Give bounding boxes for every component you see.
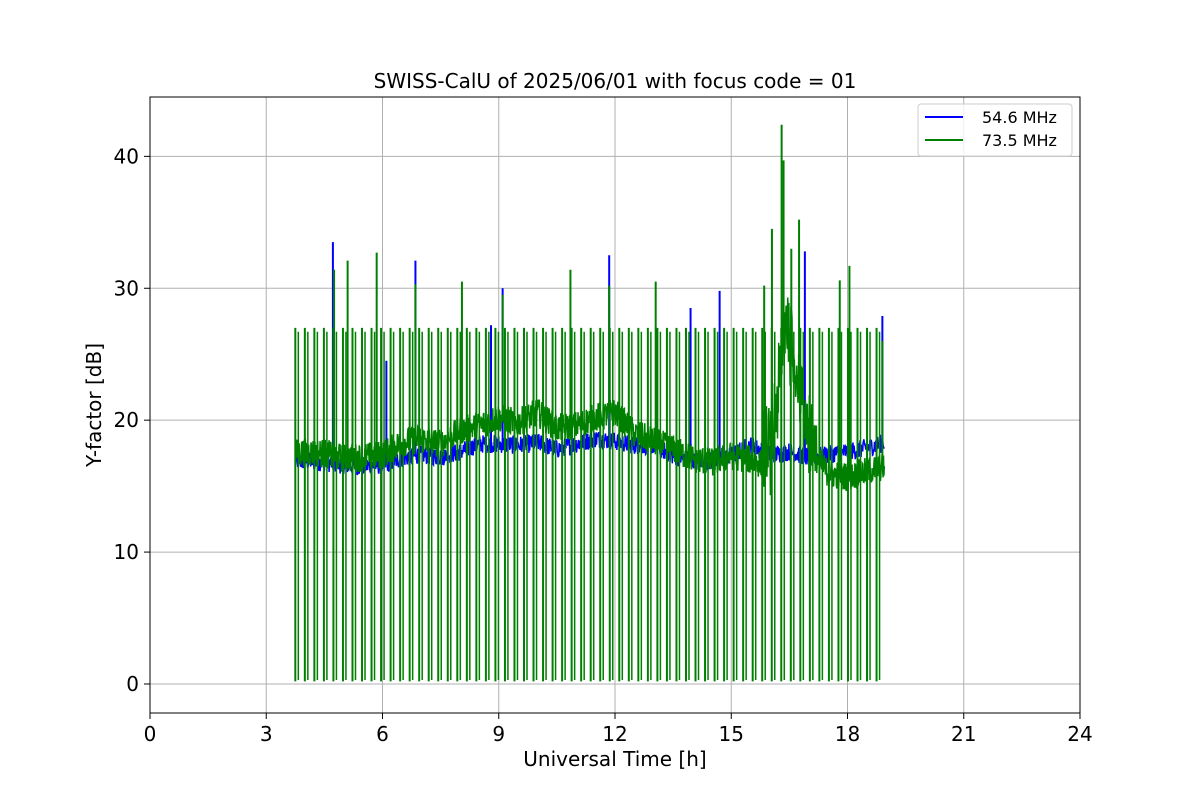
chart-title: SWISS-CalU of 2025/06/01 with focus code… xyxy=(374,69,857,93)
y-axis: 0 10 20 30 40 xyxy=(114,144,150,696)
x-tick-label: 18 xyxy=(835,722,860,746)
y-tick-label: 30 xyxy=(114,276,139,300)
y-tick-label: 20 xyxy=(114,408,139,432)
x-tick-label: 6 xyxy=(376,722,389,746)
x-tick-label: 12 xyxy=(602,722,627,746)
x-tick-label: 0 xyxy=(144,722,157,746)
y-axis-label: Y-factor [dB] xyxy=(82,343,106,468)
x-tick-label: 9 xyxy=(492,722,505,746)
y-tick-label: 10 xyxy=(114,540,139,564)
legend-label-73-5: 73.5 MHz xyxy=(982,131,1057,150)
x-axis: 0 3 6 9 12 15 18 21 24 xyxy=(144,713,1093,746)
x-tick-label: 21 xyxy=(951,722,976,746)
x-tick-label: 3 xyxy=(260,722,273,746)
y-tick-label: 40 xyxy=(114,144,139,168)
x-tick-label: 24 xyxy=(1067,722,1092,746)
legend: 54.6 MHz 73.5 MHz xyxy=(917,103,1073,157)
series-73-5---- xyxy=(294,124,886,682)
y-tick-label: 0 xyxy=(126,672,139,696)
x-tick-label: 15 xyxy=(719,722,744,746)
plot-area xyxy=(294,124,886,682)
legend-label-54-6: 54.6 MHz xyxy=(982,108,1057,127)
x-axis-label: Universal Time [h] xyxy=(523,747,706,771)
